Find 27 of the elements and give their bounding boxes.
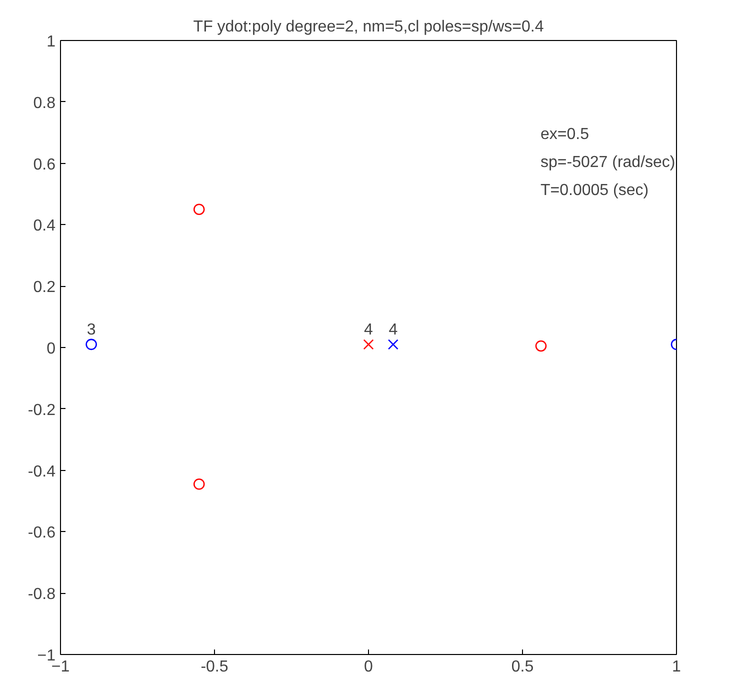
y-tick-label: -0.6 bbox=[28, 524, 56, 542]
annotation: 3 bbox=[86, 321, 96, 338]
point bbox=[193, 478, 205, 490]
annotation: sp=-5027 (rad/sec) bbox=[540, 154, 676, 171]
chart-title: TF ydot:poly degree=2, nm=5,cl poles=sp/ws=0.4 bbox=[193, 18, 544, 36]
y-tick-label: 1 bbox=[46, 34, 56, 50]
y-tick-label: -0.8 bbox=[28, 586, 56, 604]
annotation: ex=0.5 bbox=[540, 126, 590, 143]
x-tick-label: 1 bbox=[672, 658, 682, 676]
point bbox=[388, 339, 398, 350]
annotation: 4 bbox=[388, 321, 398, 338]
y-tick-label: 0.2 bbox=[33, 279, 56, 296]
x-tick-label: 0 bbox=[364, 658, 374, 676]
y-tick-label: 0.4 bbox=[33, 218, 56, 235]
y-tick-label: -0.4 bbox=[28, 463, 56, 480]
y-tick-label: -0.2 bbox=[28, 402, 56, 419]
point bbox=[193, 204, 205, 215]
point bbox=[535, 340, 547, 352]
y-tick-label: 0.8 bbox=[33, 94, 56, 112]
x-tick-label: 0.5 bbox=[511, 658, 534, 676]
y-tick-label: 0 bbox=[46, 340, 56, 358]
y-tick-label: −1 bbox=[37, 648, 56, 664]
point bbox=[363, 339, 374, 350]
x-tick-label: -0.5 bbox=[200, 658, 228, 676]
annotation: T=0.0005 (sec) bbox=[540, 182, 649, 199]
y-tick-label: 0.6 bbox=[33, 156, 56, 174]
annotation: 4 bbox=[364, 321, 374, 338]
